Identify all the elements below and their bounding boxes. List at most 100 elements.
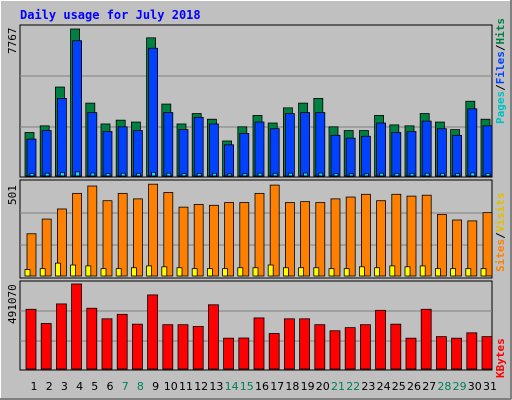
bar-files-day-3 [57, 98, 67, 177]
bar-kbytes-day-29 [451, 337, 463, 370]
bar-visits-day-11 [176, 267, 183, 277]
bar-sites-day-22 [345, 196, 356, 277]
bar-visits-day-20 [313, 267, 320, 277]
bar-visits-day-6 [100, 268, 107, 277]
bar-pages-day-8 [135, 172, 141, 177]
legend-part: / [494, 84, 507, 91]
bar-sites-day-8 [132, 198, 143, 277]
bar-pages-day-27 [424, 172, 430, 177]
bar-sites-day-14 [224, 202, 235, 277]
bar-sites-day-26 [406, 195, 417, 277]
bar-pages-day-20 [318, 172, 324, 177]
bar-visits-day-31 [480, 268, 487, 277]
bar-pages-day-16 [257, 172, 263, 177]
bar-kbytes-day-11 [177, 324, 189, 370]
x-tick-label-day-13: 13 [209, 380, 223, 393]
bar-pages-day-12 [196, 172, 202, 177]
bar-files-day-19 [300, 112, 311, 177]
x-tick-label-day-21: 21 [331, 380, 345, 393]
bar-sites-day-24 [376, 200, 387, 277]
x-tick-label-day-1: 1 [31, 380, 38, 393]
bar-visits-day-15 [237, 267, 244, 277]
bar-pages-day-26 [409, 172, 415, 177]
bar-kbytes-day-7 [116, 313, 128, 370]
x-tick-label-day-10: 10 [164, 380, 178, 393]
bar-visits-day-29 [450, 268, 457, 277]
bar-visits-day-30 [465, 268, 472, 277]
bar-sites-day-9 [148, 183, 159, 277]
bar-visits-day-12 [191, 268, 198, 277]
bar-pages-day-30 [470, 172, 476, 177]
bar-visits-day-27 [419, 265, 426, 277]
x-tick-label-day-18: 18 [285, 380, 299, 393]
bar-visits-day-13 [206, 268, 213, 277]
bar-pages-day-19 [303, 172, 309, 177]
bar-visits-day-28 [434, 268, 441, 277]
bar-sites-day-13 [208, 204, 219, 277]
bar-files-day-5 [87, 112, 98, 177]
bar-sites-day-31 [482, 212, 493, 277]
bar-sites-day-5 [87, 185, 98, 277]
x-tick-label-day-20: 20 [316, 380, 330, 393]
bar-sites-day-12 [193, 203, 204, 277]
bar-sites-day-11 [178, 206, 189, 277]
bar-files-day-4 [72, 40, 82, 177]
bar-kbytes-day-10 [162, 324, 174, 370]
bar-kbytes-day-4 [71, 283, 82, 370]
x-tick-label-day-23: 23 [361, 380, 375, 393]
bar-sites-day-19 [300, 201, 311, 277]
x-tick-label-day-22: 22 [346, 380, 360, 393]
legend-part: KBytes [494, 338, 507, 378]
hits-files-pages-panel: 7767 Pages/Files/Hits [6, 18, 507, 178]
bar-files-day-8 [132, 130, 143, 177]
bar-files-day-10 [163, 112, 174, 177]
bar-visits-day-1 [24, 269, 31, 277]
bar-sites-day-15 [239, 202, 250, 277]
bar-kbytes-day-22 [344, 327, 356, 370]
bar-files-day-31 [482, 125, 493, 177]
bar-sites-day-23 [360, 193, 371, 277]
x-tick-label-day-19: 19 [301, 380, 315, 393]
x-tick-label-day-17: 17 [270, 380, 284, 393]
x-tick-label-day-15: 15 [240, 380, 254, 393]
bar-files-day-13 [208, 123, 219, 177]
bar-files-day-6 [102, 131, 113, 177]
bar-files-day-23 [360, 135, 371, 177]
y-max-label-sites: 501 [6, 185, 19, 205]
bar-files-day-24 [376, 122, 387, 177]
bar-kbytes-day-19 [299, 318, 311, 370]
bar-pages-day-9 [151, 172, 157, 177]
bar-kbytes-day-9 [147, 294, 159, 370]
bar-pages-day-13 [211, 172, 217, 177]
bar-visits-day-19 [298, 267, 305, 277]
x-tick-label-day-6: 6 [107, 380, 114, 393]
bar-visits-day-4 [70, 264, 76, 277]
x-tick-label-day-27: 27 [422, 380, 436, 393]
bar-files-day-17 [269, 128, 280, 177]
bar-sites-day-16 [254, 192, 265, 277]
bar-pages-day-22 [348, 173, 354, 177]
kbytes-panel: 491070 KBytes [6, 280, 507, 378]
x-tick-label-day-31: 31 [483, 380, 497, 393]
chart-title: Daily usage for July 2018 [20, 8, 201, 22]
bar-files-day-22 [345, 137, 356, 177]
bar-kbytes-day-8 [131, 323, 143, 370]
bar-visits-day-17 [267, 264, 274, 277]
bar-kbytes-day-23 [359, 324, 371, 370]
legend-part: / [494, 232, 507, 239]
bar-kbytes-day-21 [329, 330, 341, 370]
bar-pages-day-21 [333, 173, 339, 177]
bar-visits-day-10 [161, 266, 168, 277]
bar-sites-day-25 [391, 193, 402, 277]
bar-pages-day-23 [363, 173, 369, 177]
bar-files-day-29 [452, 134, 463, 177]
bar-pages-day-28 [439, 172, 445, 177]
x-tick-label-day-5: 5 [91, 380, 98, 393]
bar-pages-day-29 [455, 173, 461, 177]
bar-kbytes-day-31 [481, 336, 493, 370]
bar-kbytes-day-27 [420, 308, 432, 370]
bar-pages-day-1 [29, 172, 35, 177]
x-tick-label-day-30: 30 [468, 380, 482, 393]
x-tick-label-day-29: 29 [453, 380, 467, 393]
